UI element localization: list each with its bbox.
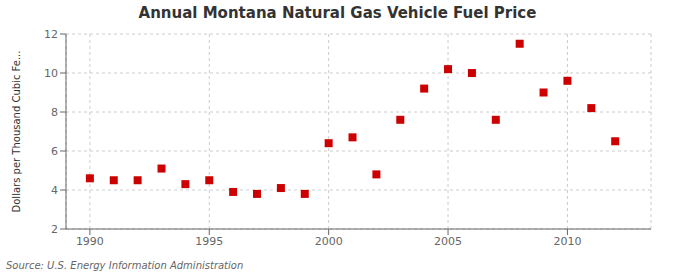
svg-text:12: 12 bbox=[44, 28, 58, 41]
svg-text:6: 6 bbox=[51, 145, 58, 158]
svg-text:1995: 1995 bbox=[195, 235, 223, 248]
svg-text:1990: 1990 bbox=[76, 235, 104, 248]
svg-text:2: 2 bbox=[51, 223, 58, 236]
svg-text:2000: 2000 bbox=[315, 235, 343, 248]
svg-text:4: 4 bbox=[51, 184, 58, 197]
html-text:Source: U.S. Energy Informatio: Source: U.S. Energy Information Administ… bbox=[6, 260, 244, 271]
html-text:Annual Montana Natural Gas Veh: Annual Montana Natural Gas Vehicle Fuel … bbox=[138, 4, 537, 22]
svg-text:2010: 2010 bbox=[553, 235, 581, 248]
svg-text:8: 8 bbox=[51, 106, 58, 119]
svg-text:Dollars per Thousand Cubic Fe.: Dollars per Thousand Cubic Fe... bbox=[11, 51, 22, 213]
svg-text:10: 10 bbox=[44, 67, 58, 80]
svg-text:2005: 2005 bbox=[434, 235, 462, 248]
